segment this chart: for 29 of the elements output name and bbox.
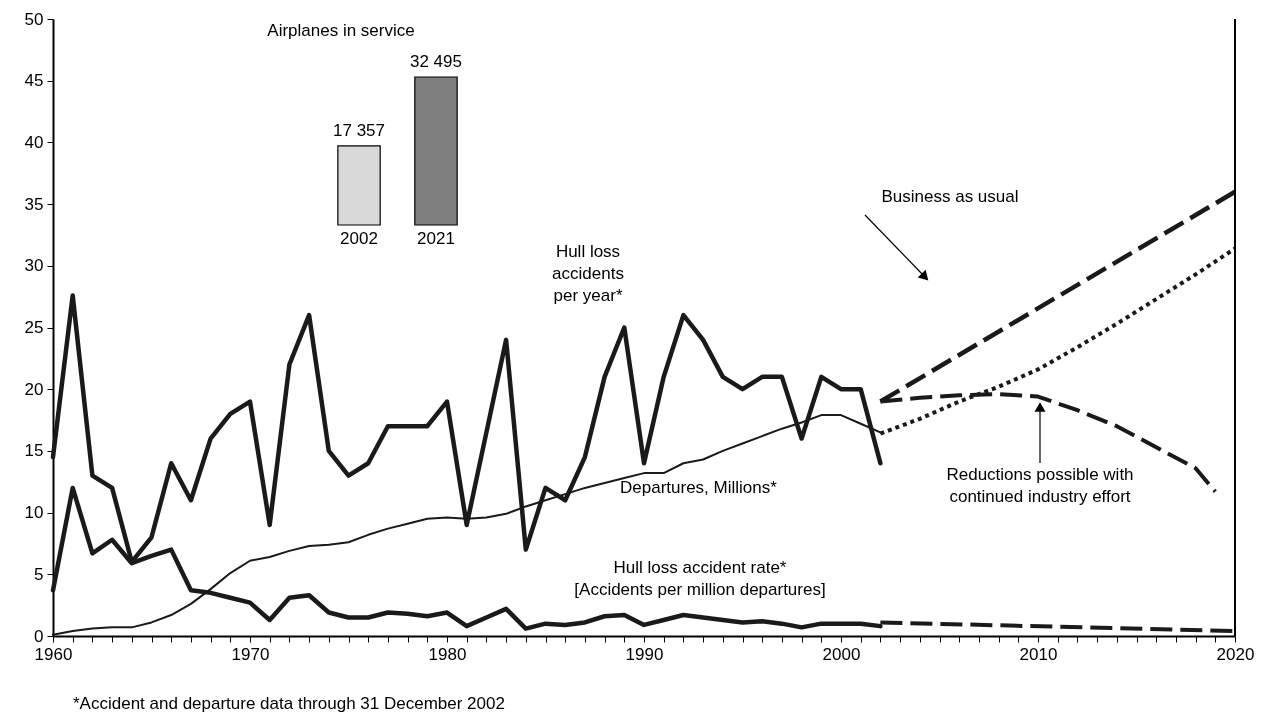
y-tick-label: 35 [24, 194, 44, 214]
series-label: Departures, Millions* [620, 478, 778, 497]
x-tick-label: 2020 [1216, 644, 1255, 664]
y-tick-label: 15 [24, 441, 44, 461]
series-label: Hull loss accidents per year* [552, 242, 624, 305]
chart-title: Airplanes in service [267, 21, 415, 40]
y-tick-label: 25 [24, 318, 44, 337]
y-tick-label: 10 [24, 503, 44, 523]
text: Business as usual [881, 187, 1019, 206]
y-tick-label: 30 [24, 256, 44, 276]
y-tick-label: 20 [24, 379, 44, 399]
y-tick-label: 50 [24, 9, 44, 29]
y-tick-label: 0 [34, 626, 44, 646]
series-label: Reductions possible with continued industry effort [946, 465, 1134, 506]
series-label: Hull loss accident rate* [Accidents per million departures] [574, 558, 826, 599]
data-label: 17 357 [333, 120, 386, 140]
x-tick-label: 2002 [340, 229, 378, 248]
x-tick-label: 1980 [428, 644, 467, 664]
x-tick-label: 2010 [1019, 644, 1058, 664]
text: *Accident and departure data through 31 December 2002 [73, 694, 505, 713]
x-tick-label: 1990 [625, 644, 664, 664]
y-tick-label: 40 [24, 132, 44, 152]
x-tick-label: 2021 [417, 229, 455, 248]
x-tick-label: 1960 [34, 644, 73, 664]
x-tick-label: 2000 [822, 644, 861, 664]
y-tick-label: 5 [34, 564, 44, 584]
data-label: 32 495 [409, 52, 462, 71]
y-tick-label: 45 [24, 71, 44, 91]
x-tick-label: 1970 [231, 644, 270, 664]
